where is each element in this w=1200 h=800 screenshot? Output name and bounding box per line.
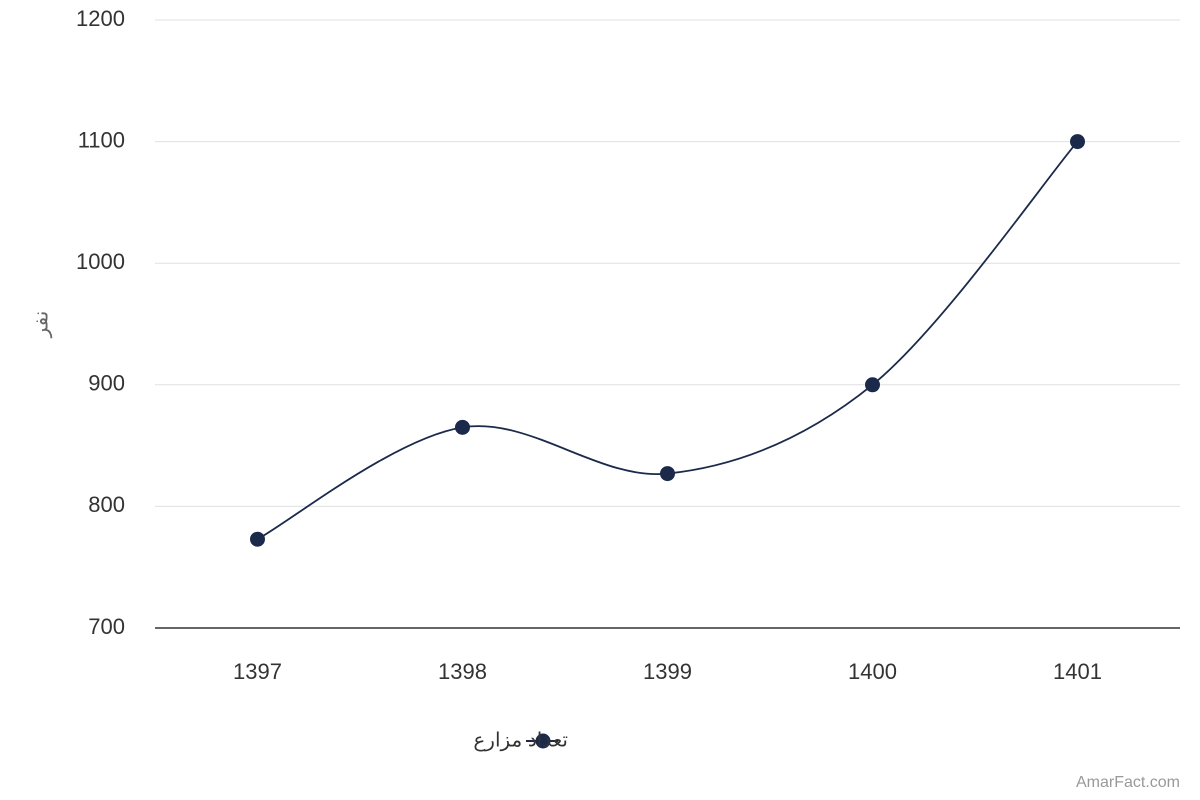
data-point: [1070, 134, 1085, 150]
legend-label: تعداد مزارع: [473, 729, 568, 751]
data-point: [455, 419, 470, 435]
x-tick-label: 1398: [438, 659, 487, 684]
credit: AmarFact.com: [1076, 774, 1180, 791]
data-point: [865, 377, 880, 393]
data-point: [250, 531, 265, 547]
y-tick-label: 1000: [76, 249, 125, 274]
y-tick-label: 800: [88, 492, 125, 517]
x-tick-label: 1397: [233, 659, 282, 684]
data-point: [660, 466, 675, 482]
y-tick-label: 700: [88, 614, 125, 639]
y-tick-label: 1200: [76, 6, 125, 31]
x-tick-label: 1401: [1053, 659, 1102, 684]
y-tick-label: 1100: [78, 127, 125, 152]
y-tick-label: 900: [88, 371, 125, 396]
x-tick-label: 1400: [848, 659, 897, 684]
legend-marker: [535, 733, 551, 749]
x-tick-label: 1399: [643, 659, 692, 684]
y-axis-label: نفر: [30, 311, 52, 339]
